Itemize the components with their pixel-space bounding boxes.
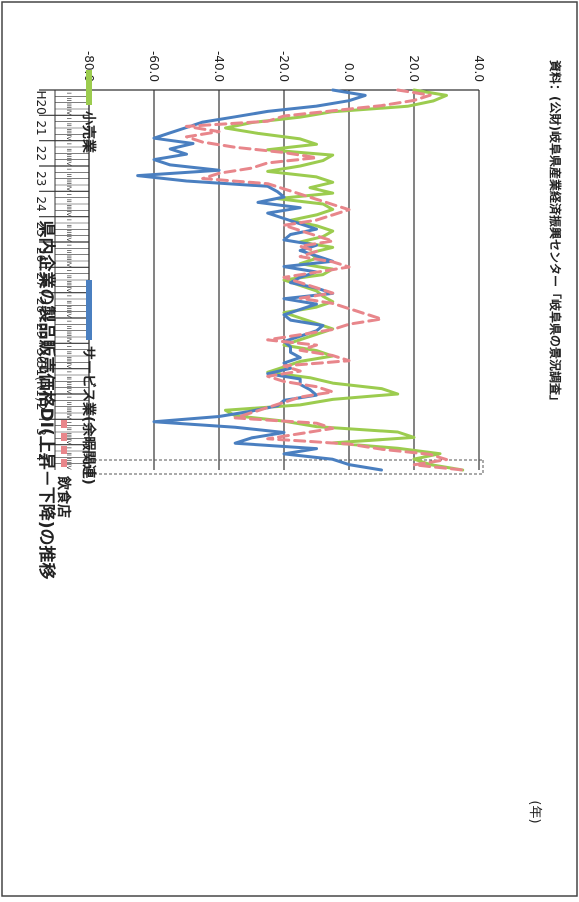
quarter-label: III: [65, 306, 72, 312]
series-lines: [136, 88, 465, 472]
chart-source: 資料：(公財)岐阜県産業経済振興センター「岐阜県の景況調査」: [548, 60, 563, 407]
quarter-label: I: [65, 118, 72, 120]
legend-label-1: サービス業(余暇関連): [80, 346, 97, 485]
quarter-label: I: [65, 143, 72, 145]
quarter-label: IV: [65, 135, 72, 142]
quarter-label: III: [65, 230, 72, 236]
quarter-label: III: [65, 407, 72, 413]
quarter-label: I: [65, 244, 72, 246]
quarter-label: I: [65, 346, 72, 348]
y-tick-label: -20.0: [277, 51, 291, 82]
quarter-label: II: [65, 402, 72, 406]
y-tick-label: 40.0: [472, 55, 486, 82]
latest-period-box: [84, 459, 484, 475]
quarter-label: II: [65, 326, 72, 330]
y-tick-label: 0.0: [342, 63, 356, 82]
series-line-2: [185, 88, 465, 472]
quarter-label: IV: [65, 363, 72, 370]
quarter-label: III: [65, 357, 72, 363]
quarter-label: II: [65, 275, 72, 279]
quarter-label: III: [65, 331, 72, 337]
quarter-label: II: [65, 351, 72, 355]
quarter-label: I: [65, 320, 72, 322]
x-year-label: 31(R1): [34, 361, 48, 402]
quarter-label: IV: [65, 211, 72, 218]
quarter-label: II: [65, 427, 72, 431]
series-line-0: [224, 88, 465, 472]
quarter-label: I: [65, 422, 72, 424]
y-tick-label: -40.0: [212, 51, 226, 82]
quarter-label: III: [65, 281, 72, 287]
quarter-label: IV: [65, 287, 72, 294]
quarter-label: II: [65, 300, 72, 304]
quarter-label: III: [65, 433, 72, 439]
y-tick-label: -60.0: [147, 51, 161, 82]
quarter-label: IV: [65, 236, 72, 243]
quarter-label: IV: [65, 337, 72, 344]
quarter-label: I: [65, 219, 72, 221]
quarter-label: III: [65, 255, 72, 261]
quarter-label: IV: [65, 160, 72, 167]
quarter-label: IV: [65, 109, 72, 116]
quarter-label: IV: [65, 439, 72, 446]
x-year-label: 26: [34, 247, 48, 262]
y-tick-label: 20.0: [407, 55, 421, 82]
x-year-label: 27: [34, 272, 48, 287]
quarter-label: IV: [65, 464, 72, 471]
quarter-label: I: [65, 92, 72, 94]
quarter-label: IV: [65, 312, 72, 319]
quarter-label: II: [65, 148, 72, 152]
quarter-label: II: [65, 224, 72, 228]
quarter-label: II: [65, 123, 72, 127]
legend-label-2: 飲食店: [55, 475, 72, 518]
x-year-label: 24: [34, 196, 48, 211]
x-year-label: 21: [34, 120, 48, 135]
axes: 40.020.00.0-20.0-40.0-60.0-80.0IIIIIIIVI…: [34, 51, 486, 475]
x-year-label: 25: [34, 222, 48, 237]
series-line-1: [136, 88, 383, 472]
x-year-label: 4: [34, 454, 48, 462]
quarter-label: I: [65, 295, 72, 297]
quarter-label: III: [65, 205, 72, 211]
x-year-label: 2: [34, 403, 48, 411]
x-year-label: 29: [34, 323, 48, 338]
quarter-label: IV: [65, 261, 72, 268]
quarter-label: III: [65, 179, 72, 185]
x-year-label: H20: [34, 91, 48, 115]
x-axis-unit: (年): [527, 800, 542, 823]
quarter-label: III: [65, 129, 72, 135]
quarter-label: III: [65, 154, 72, 160]
y-tick-label: -80.0: [82, 51, 96, 82]
x-year-label: 23: [34, 171, 48, 186]
x-year-label: 3: [34, 428, 48, 436]
quarter-label: II: [65, 250, 72, 254]
x-year-label: 22: [34, 146, 48, 161]
legend-label-0: 小売業: [80, 111, 97, 154]
quarter-label: II: [65, 199, 72, 203]
quarter-label: II: [65, 376, 72, 380]
quarter-label: IV: [65, 388, 72, 395]
chart-title: 県内企業の製品販売価格DI(上昇－下降)の推移: [36, 221, 57, 580]
quarter-label: IV: [65, 185, 72, 192]
quarter-label: II: [65, 452, 72, 456]
quarter-label: III: [65, 382, 72, 388]
quarter-label: I: [65, 396, 72, 398]
quarter-label: II: [65, 174, 72, 178]
quarter-label: I: [65, 168, 72, 170]
quarter-label: IV: [65, 413, 72, 420]
x-year-label: 28: [34, 298, 48, 313]
quarter-label: I: [65, 270, 72, 272]
quarter-label: I: [65, 371, 72, 373]
quarter-label: III: [65, 103, 72, 109]
quarter-label: II: [65, 98, 72, 102]
x-year-label: 30: [34, 348, 48, 363]
quarter-label: I: [65, 447, 72, 449]
quarter-label: I: [65, 194, 72, 196]
quarter-label: III: [65, 458, 72, 464]
